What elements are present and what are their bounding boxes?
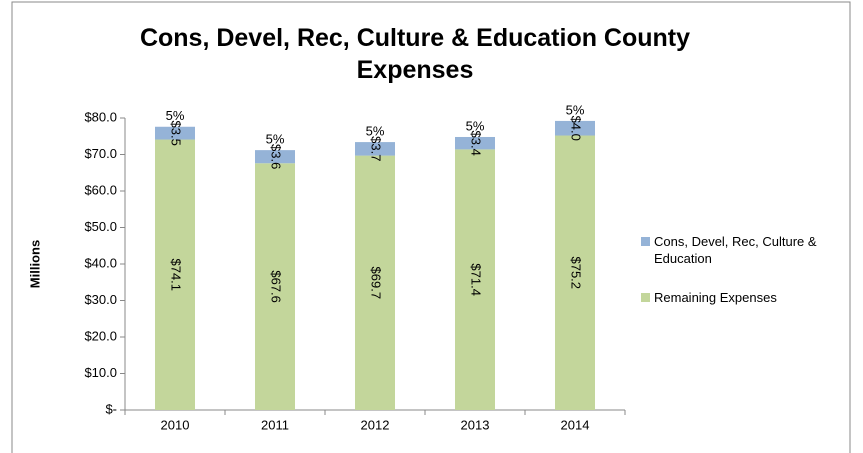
y-tick-label: $60.0: [84, 182, 117, 197]
bar-segment: [555, 135, 595, 410]
value-label: $69.7: [369, 267, 384, 300]
bar-segment: [455, 149, 495, 410]
value-label: $3.5: [169, 120, 184, 145]
top-label: 5%: [566, 102, 585, 117]
bar-segment: [255, 150, 295, 164]
value-label: $75.2: [569, 256, 584, 289]
legend-swatch: [641, 237, 650, 246]
y-axis-label: Millions: [27, 240, 42, 288]
legend-label: Cons, Devel, Rec, Culture & Education: [654, 234, 817, 266]
chart-title: Cons, Devel, Rec, Culture & Education Co…: [139, 24, 691, 84]
y-tick-label: $30.0: [84, 292, 117, 307]
value-label: $67.6: [269, 270, 284, 303]
y-tick-label: $80.0: [84, 109, 117, 124]
bar-segment: [455, 136, 495, 150]
value-label: $3.4: [469, 131, 484, 156]
top-label: 5%: [166, 108, 185, 123]
top-label: 5%: [466, 118, 485, 133]
bar-segment: [155, 139, 195, 410]
y-tick-label: $20.0: [84, 328, 117, 343]
value-label: $3.7: [369, 136, 384, 161]
bar-segment: [155, 126, 195, 140]
bar-segment: [355, 155, 395, 410]
bar-segment: [355, 142, 395, 156]
y-tick-label: $40.0: [84, 255, 117, 270]
value-label: $71.4: [469, 263, 484, 296]
value-label: $74.1: [169, 258, 184, 291]
y-tick-label: $-: [105, 401, 117, 416]
legend-label: Remaining Expenses: [654, 290, 777, 305]
y-tick-label: $10.0: [84, 365, 117, 380]
value-label: $4.0: [569, 116, 584, 141]
x-tick-label: 2012: [361, 417, 390, 432]
bar-segment: [555, 120, 595, 136]
top-label: 5%: [366, 124, 385, 139]
bar-segment: [255, 163, 295, 410]
x-tick-label: 2013: [461, 417, 490, 432]
x-tick-label: 2010: [161, 417, 190, 432]
chart-border: [11, 1, 851, 453]
y-tick-label: $50.0: [84, 219, 117, 234]
legend-swatch: [641, 293, 650, 302]
y-tick-label: $70.0: [84, 146, 117, 161]
x-tick-label: 2011: [261, 417, 289, 432]
top-label: 5%: [266, 132, 285, 147]
value-label: $3.6: [269, 144, 284, 169]
x-tick-label: 2014: [561, 417, 590, 432]
